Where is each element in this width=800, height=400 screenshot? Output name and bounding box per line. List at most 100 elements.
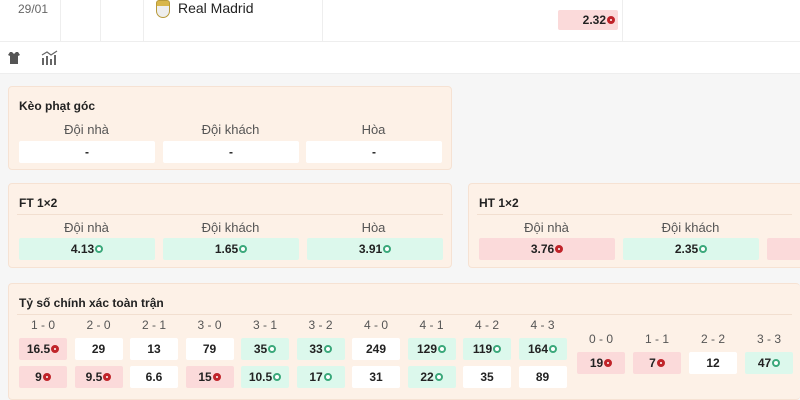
- odd-value: 1.65: [214, 242, 239, 256]
- odd-value: 2.32: [582, 13, 606, 27]
- odd-value: 9.5: [85, 370, 103, 384]
- score-label: 1 - 1: [644, 332, 669, 346]
- label-away: Đội khách: [201, 122, 260, 137]
- odd-value: 249: [365, 342, 387, 356]
- ft-odd-cell[interactable]: 1.65: [163, 238, 299, 260]
- trend-down-icon: [51, 345, 60, 353]
- odd-value: 10.5: [248, 370, 273, 384]
- odd-cell[interactable]: 2.32: [558, 10, 618, 30]
- score-odd-cell[interactable]: 9.5: [74, 366, 123, 388]
- label-draw: Hòa: [361, 122, 386, 137]
- score-odd-cell[interactable]: 89: [518, 366, 567, 388]
- score-odd-cell[interactable]: 16.5: [19, 338, 67, 360]
- trend-down-icon: [656, 359, 665, 367]
- trend-down-icon: [555, 245, 564, 253]
- score-odd-cell[interactable]: 19: [577, 352, 625, 374]
- odd-value: 119: [472, 342, 493, 356]
- score-odd-cell[interactable]: 35: [463, 366, 511, 388]
- team-crest-icon: [156, 0, 170, 18]
- corner-away-cell[interactable]: -: [163, 141, 299, 163]
- score-odd-cell[interactable]: 9: [19, 366, 67, 388]
- score-odd-cell[interactable]: 35: [241, 338, 289, 360]
- trend-down-icon: [42, 373, 51, 381]
- trend-up-icon: [434, 373, 443, 381]
- score-odd-cell[interactable]: 31: [352, 366, 400, 388]
- score-odd-cell[interactable]: 6.6: [130, 366, 178, 388]
- ft-section: FT 1×2 Đội nhà Đội khách Hòa 4.13 1.65 3.9…: [8, 183, 452, 268]
- score-odd-cell[interactable]: 7: [633, 352, 681, 374]
- odd-value: 6.6: [145, 370, 163, 384]
- score-odd-cell[interactable]: 10.5: [241, 366, 289, 388]
- team-name[interactable]: Real Madrid: [178, 0, 254, 16]
- score-label: 4 - 3: [530, 318, 555, 332]
- ht-odd-cell[interactable]: 3.76: [479, 238, 615, 260]
- score-odd-cell[interactable]: 119: [463, 338, 511, 360]
- score-label: 3 - 3: [756, 332, 781, 346]
- score-odd-cell[interactable]: 164: [518, 338, 567, 360]
- score-odd-cell[interactable]: 13: [130, 338, 178, 360]
- trend-up-icon: [438, 345, 447, 353]
- trend-up-icon: [772, 359, 781, 367]
- trend-up-icon: [699, 245, 708, 253]
- odd-value: 22: [420, 370, 434, 384]
- label-away: Đội khách: [661, 220, 720, 235]
- odd-value: 19: [589, 356, 604, 370]
- odd-value: 2.35: [674, 242, 699, 256]
- stats-icon[interactable]: [41, 50, 59, 66]
- score-odd-cell[interactable]: 47: [745, 352, 793, 374]
- trend-down-icon: [103, 373, 112, 381]
- score-odd-cell[interactable]: 29: [74, 338, 123, 360]
- ft-odd-cell[interactable]: 4.13: [19, 238, 155, 260]
- odd-value: 89: [535, 370, 550, 384]
- score-odd-cell[interactable]: 15: [185, 366, 234, 388]
- odd-value: 7: [649, 356, 656, 370]
- corner-draw-cell[interactable]: -: [306, 141, 442, 163]
- odd-value: 17: [309, 370, 323, 384]
- label-home: Đội nhà: [524, 220, 569, 235]
- trend-up-icon: [95, 245, 104, 253]
- trend-up-icon: [239, 245, 248, 253]
- trend-down-icon: [604, 359, 613, 367]
- label-draw: Hòa: [361, 220, 386, 235]
- score-label: 4 - 1: [419, 318, 444, 332]
- score-odd-cell[interactable]: 33: [296, 338, 345, 360]
- score-odd-cell[interactable]: 12: [689, 352, 737, 374]
- trend-up-icon: [268, 345, 277, 353]
- trend-up-icon: [323, 373, 332, 381]
- section-title: FT 1×2: [19, 196, 58, 210]
- score-odd-cell[interactable]: 17: [296, 366, 345, 388]
- trend-down-icon: [212, 373, 221, 381]
- trend-up-icon: [273, 373, 282, 381]
- corner-home-cell[interactable]: -: [19, 141, 155, 163]
- score-odd-cell[interactable]: 129: [407, 338, 456, 360]
- odd-value: 79: [202, 342, 217, 356]
- ft-odd-cell[interactable]: 3.91: [307, 238, 443, 260]
- odd-value: 12: [706, 356, 720, 370]
- correct-score-section: Tỷ số chính xác toàn trận 1 - 0 16.5 9 2 - …: [8, 283, 800, 400]
- odd-value: 29: [91, 342, 106, 356]
- score-label: 1 - 0: [30, 318, 55, 332]
- odd-value: 13: [147, 342, 161, 356]
- ht-odd-cell[interactable]: 2.35: [623, 238, 759, 260]
- odd-value: 4.13: [70, 242, 95, 256]
- ht-odd-cell[interactable]: [767, 238, 800, 260]
- section-title: Kèo phạt góc: [19, 99, 96, 113]
- label-away: Đội khách: [201, 220, 260, 235]
- score-label: 2 - 1: [141, 318, 166, 332]
- odd-value: 15: [198, 370, 212, 384]
- odd-value: 129: [416, 342, 438, 356]
- trend-up-icon: [383, 245, 392, 253]
- score-label: 0 - 0: [588, 332, 613, 346]
- odd-value: 164: [527, 342, 549, 356]
- score-odd-cell[interactable]: 249: [352, 338, 400, 360]
- odd-value: 3.76: [530, 242, 555, 256]
- score-label: 2 - 0: [86, 318, 111, 332]
- label-home: Đội nhà: [64, 220, 109, 235]
- score-odd-cell[interactable]: 79: [185, 338, 234, 360]
- trend-up-icon: [493, 345, 502, 353]
- odd-value: 16.5: [26, 342, 51, 356]
- match-date: 29/01: [18, 2, 49, 16]
- shirt-icon[interactable]: [7, 51, 21, 65]
- score-odd-cell[interactable]: 22: [407, 366, 456, 388]
- score-label: 4 - 2: [474, 318, 499, 332]
